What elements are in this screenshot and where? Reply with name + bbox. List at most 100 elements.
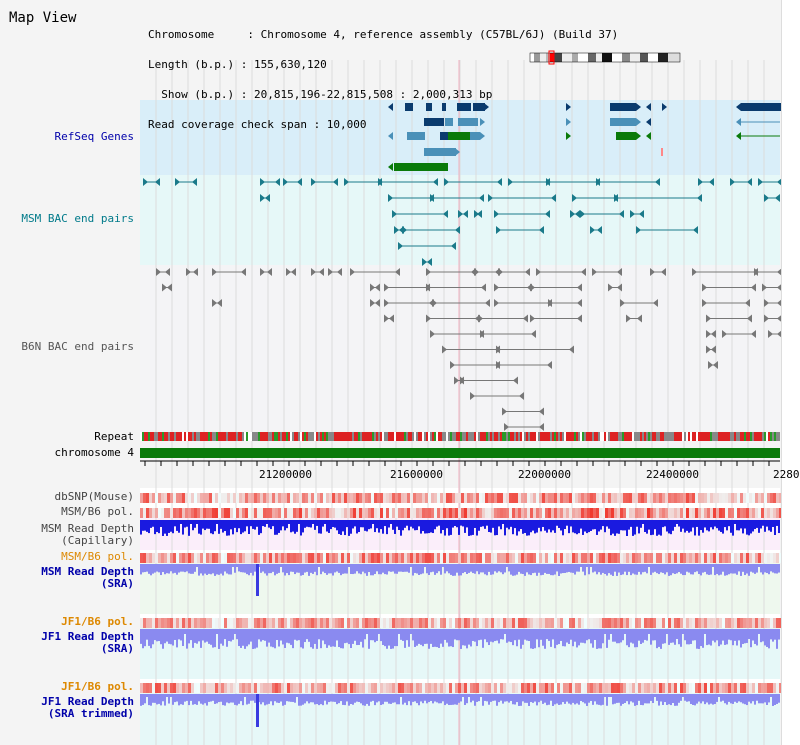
polymorphism-cell [656, 683, 659, 693]
depth-bar [356, 694, 358, 702]
depth-bar [252, 629, 254, 649]
depth-bar [462, 520, 464, 527]
depth-bar [400, 564, 402, 572]
depth-bar [508, 564, 510, 572]
depth-bar [172, 629, 174, 646]
depth-bar [694, 564, 696, 573]
polymorphism-cell [203, 618, 206, 628]
polymorphism-cell [698, 493, 701, 503]
track-label-repeat[interactable]: Repeat [94, 430, 134, 443]
depth-bar [588, 520, 590, 533]
track-label-chromosome[interactable]: chromosome 4 [54, 446, 134, 459]
depth-bar [544, 694, 546, 703]
polymorphism-cell [647, 683, 650, 693]
depth-bar [642, 694, 644, 706]
polymorphism-cell [239, 618, 242, 628]
depth-bar [224, 694, 226, 706]
polymorphism-cell [503, 493, 506, 503]
polymorphism-cell [602, 683, 605, 693]
gene-arrow [736, 103, 741, 111]
track-label-dbsnp[interactable]: dbSNP(Mouse) [54, 490, 134, 503]
repeat-segment [236, 432, 238, 441]
repeat-segment [570, 432, 572, 441]
depth-bar [764, 629, 766, 646]
depth-bar [242, 694, 244, 706]
depth-bar [492, 694, 494, 701]
track-label-msm-depth-cap[interactable]: MSM Read Depth [41, 522, 134, 535]
depth-bar [706, 520, 708, 531]
depth-bar [326, 564, 328, 575]
repeat-segment [392, 432, 394, 441]
polymorphism-cell [248, 508, 251, 518]
depth-bar [690, 629, 692, 644]
repeat-segment [688, 432, 690, 441]
depth-bar [328, 564, 330, 574]
ideogram-band [596, 53, 602, 62]
track-label-msm-depth-sra[interactable]: MSM Read Depth [41, 565, 134, 578]
polymorphism-cell [254, 553, 257, 563]
polymorphism-cell [779, 683, 782, 693]
polymorphism-cell [617, 553, 620, 563]
polymorphism-cell [308, 683, 311, 693]
track-label-b6n-bac[interactable]: B6N BAC end pairs [21, 340, 134, 353]
depth-bar [192, 629, 194, 648]
polymorphism-cell [461, 553, 464, 563]
b6n-bac-pair-end [617, 268, 622, 276]
repeat-segment [512, 432, 514, 441]
depth-spike [256, 564, 259, 596]
repeat-segment [458, 432, 460, 441]
track-label-jf1-pol-1[interactable]: JF1/B6 pol. [61, 615, 134, 628]
depth-bar [454, 564, 456, 576]
depth-bar [238, 520, 240, 529]
track-label-refseq[interactable]: RefSeq Genes [54, 130, 134, 143]
repeat-segment [338, 432, 340, 441]
repeat-segment [714, 432, 716, 441]
polymorphism-cell [185, 618, 188, 628]
depth-bar [212, 629, 214, 648]
track-label-jf1-depth[interactable]: JF1 Read Depth [41, 630, 134, 643]
polymorphism-cell [407, 618, 410, 628]
depth-bar [694, 694, 696, 706]
depth-bar [454, 520, 456, 527]
polymorphism-cell [233, 508, 236, 518]
polymorphism-cell [650, 553, 653, 563]
depth-bar [692, 629, 694, 641]
repeat-segment [650, 432, 652, 441]
polymorphism-cell [170, 493, 173, 503]
polymorphism-cell [320, 618, 323, 628]
depth-bar [606, 520, 608, 527]
depth-bar [380, 520, 382, 530]
depth-bar [756, 564, 758, 573]
depth-bar [640, 629, 642, 644]
track-label-msm-pol-2[interactable]: MSM/B6 pol. [61, 550, 134, 563]
track-label-jf1-pol-2[interactable]: JF1/B6 pol. [61, 680, 134, 693]
depth-bar [526, 629, 528, 641]
polymorphism-cell [722, 683, 725, 693]
polymorphism-cell [530, 553, 533, 563]
polymorphism-cell [716, 493, 719, 503]
polymorphism-cell [335, 508, 338, 518]
depth-bar [370, 564, 372, 576]
repeat-segment [148, 432, 150, 441]
track-label-msm-bac[interactable]: MSM BAC end pairs [21, 212, 134, 225]
depth-bar [496, 629, 498, 641]
polymorphism-cell [542, 493, 545, 503]
track-label-msm-pol-1[interactable]: MSM/B6 pol. [61, 505, 134, 518]
polymorphism-cell [728, 508, 731, 518]
depth-bar [674, 564, 676, 575]
track-label-jf1-depth-trim[interactable]: JF1 Read Depth [41, 695, 134, 708]
polymorphism-cell [695, 618, 698, 628]
polymorphism-cell [299, 683, 302, 693]
depth-bar [740, 629, 742, 648]
polymorphism-cell [719, 683, 722, 693]
repeat-segment [536, 432, 538, 441]
depth-bar [428, 629, 430, 649]
depth-bar [562, 629, 564, 647]
depth-bar [640, 564, 642, 575]
depth-bar [234, 564, 236, 573]
depth-bar [394, 629, 396, 647]
polymorphism-cell [254, 493, 257, 503]
polymorphism-cell [257, 508, 260, 518]
polymorphism-cell [353, 553, 356, 563]
